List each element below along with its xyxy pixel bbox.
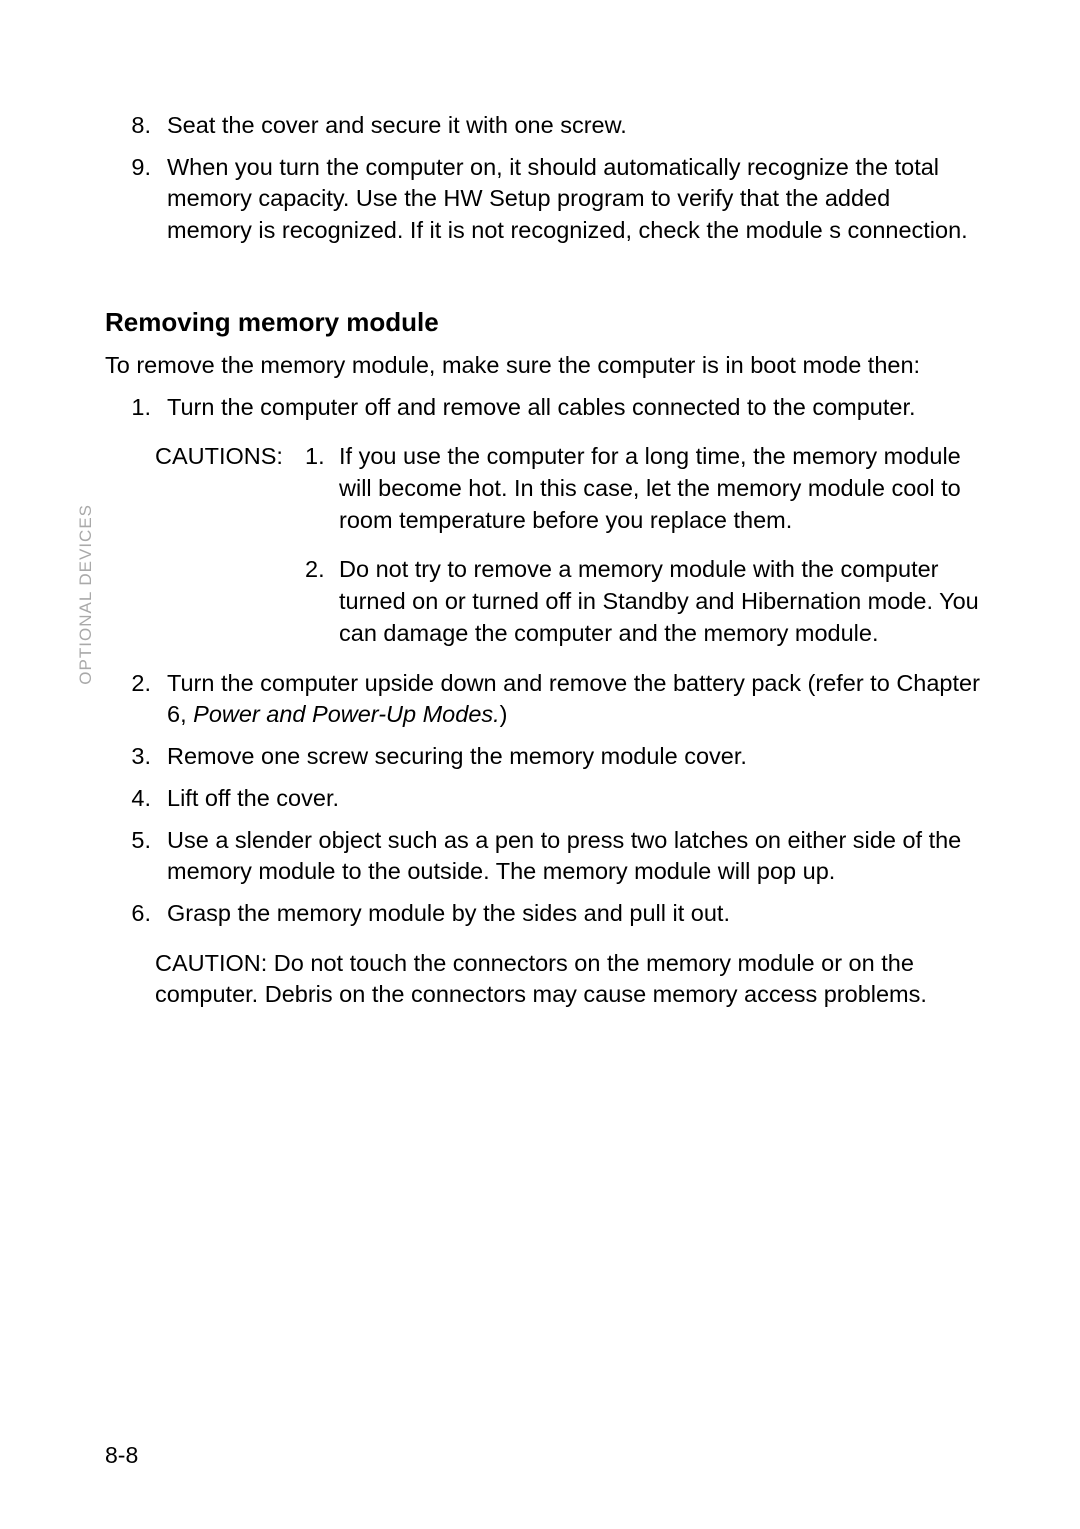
sidebar-tab-label: OPTIONAL DEVICES [76, 504, 96, 685]
step-text: Grasp the memory module by the sides and… [167, 898, 980, 930]
step-number: 5. [105, 825, 167, 888]
step-4: 4. Lift off the cover. [105, 783, 980, 815]
intro-text: To remove the memory module, make sure t… [105, 350, 980, 382]
remove-steps-list: 1. Turn the computer off and remove all … [105, 392, 980, 1012]
caution-single: CAUTION: Do not touch the connectors on … [155, 948, 980, 1011]
continued-steps-list: 8. Seat the cover and secure it with one… [105, 110, 980, 247]
caution-number: 2. [305, 554, 339, 649]
step-5: 5. Use a slender object such as a pen to… [105, 825, 980, 888]
caution-2: 2. Do not try to remove a memory module … [155, 554, 980, 649]
step-text: Lift off the cover. [167, 783, 980, 815]
caution-1: CAUTIONS: 1. If you use the computer for… [155, 441, 980, 536]
cautions-label-empty [155, 554, 305, 649]
section-title: Removing memory module [105, 307, 980, 338]
step-8: 8. Seat the cover and secure it with one… [105, 110, 980, 142]
page-number: 8-8 [105, 1442, 138, 1469]
step-number: 4. [105, 783, 167, 815]
step-text: When you turn the computer on, it should… [167, 152, 980, 247]
step-2: 2. Turn the computer upside down and rem… [105, 668, 980, 731]
caution-text: Do not try to remove a memory module wit… [339, 554, 980, 649]
cautions-block: CAUTIONS: 1. If you use the computer for… [155, 441, 980, 649]
step-text: Turn the computer off and remove all cab… [167, 392, 980, 424]
step-3: 3. Remove one screw securing the memory … [105, 741, 980, 773]
step-number: 2. [105, 668, 167, 731]
step-text: Seat the cover and secure it with one sc… [167, 110, 980, 142]
caution-text: If you use the computer for a long time,… [339, 441, 980, 536]
page: 8. Seat the cover and secure it with one… [0, 0, 1080, 1529]
step-number: 3. [105, 741, 167, 773]
step-text: Turn the computer upside down and remove… [167, 668, 980, 731]
cautions-label: CAUTIONS: [155, 441, 305, 536]
step-1: 1. Turn the computer off and remove all … [105, 392, 980, 650]
step-6: 6. Grasp the memory module by the sides … [105, 898, 980, 1011]
step-number: 8. [105, 110, 167, 142]
step-number: 9. [105, 152, 167, 247]
step-text: Use a slender object such as a pen to pr… [167, 825, 980, 888]
step-number: 6. [105, 898, 167, 930]
step-9: 9. When you turn the computer on, it sho… [105, 152, 980, 247]
step-text: Remove one screw securing the memory mod… [167, 741, 980, 773]
step-number: 1. [105, 392, 167, 424]
caution-number: 1. [305, 441, 339, 536]
chapter-link[interactable]: Power and Power-Up Modes. [193, 701, 500, 727]
step-text-post: ) [500, 701, 508, 727]
